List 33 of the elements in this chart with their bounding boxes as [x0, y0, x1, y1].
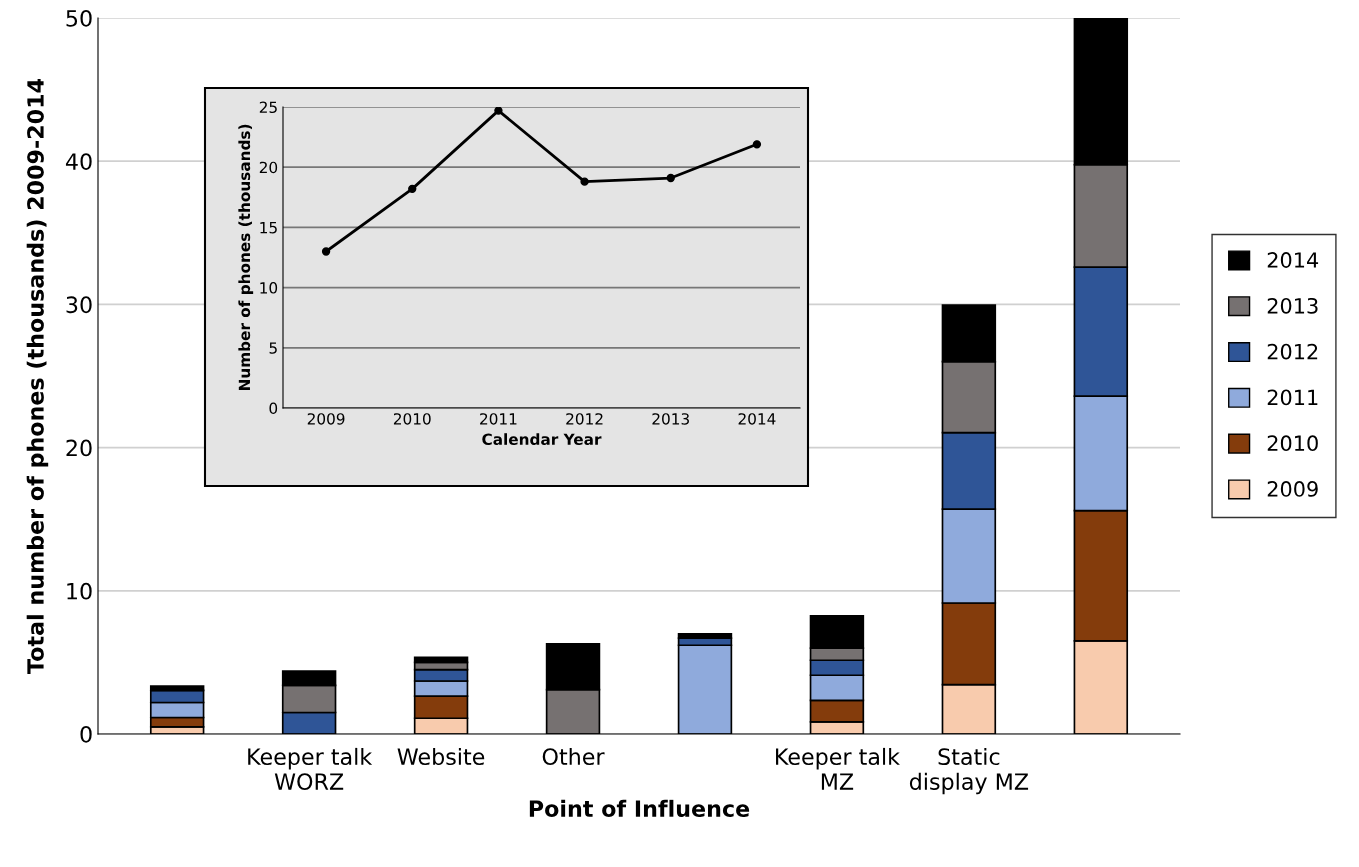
y-tick-label: 20: [66, 439, 92, 457]
x-tick-label: 2012: [566, 413, 603, 425]
y-tick-label: 50: [66, 9, 92, 27]
y-tick-label: 40: [65, 153, 92, 170]
y-tick-label: 10: [260, 282, 278, 294]
legend-label: 2013: [1267, 297, 1318, 314]
x-axis-title: Point of Influence: [529, 799, 750, 818]
legend-label: 2011: [1267, 389, 1318, 406]
legend-label: 2014: [1267, 252, 1319, 268]
x-tick-label: Keeper talk WORZ: [248, 747, 373, 790]
x-tick-label: Static display MZ: [909, 747, 1029, 795]
x-tick-label: 2011: [480, 413, 517, 425]
y-tick-label: 0: [269, 402, 278, 415]
legend-label: 2009: [1267, 481, 1318, 497]
x-tick-label: Keeper talk MZ: [776, 747, 900, 790]
x-tick-label: 2014: [738, 413, 776, 425]
x-tick-label: 2009: [307, 413, 345, 425]
x-tick-label: 2013: [652, 413, 689, 425]
x-axis-title: Calendar Year: [482, 433, 602, 446]
y-tick-label: 5: [269, 342, 277, 354]
y-tick-label: 30: [66, 296, 92, 314]
y-tick-label: 15: [260, 222, 277, 234]
y-tick-label: 0: [80, 725, 92, 743]
y-tick-label: 25: [259, 101, 277, 114]
y-tick-label: 20: [259, 161, 278, 174]
legend-label: 2010: [1267, 435, 1318, 452]
y-axis-title: Total number of phones (thousands) 2009-2014: [26, 78, 49, 674]
x-tick-label: Other: [542, 747, 605, 766]
x-tick-label: 2010: [393, 413, 431, 425]
y-tick-label: 10: [67, 582, 92, 600]
y-axis-title: Number of phones (thousands): [238, 124, 254, 391]
x-tick-label: Website: [397, 747, 485, 766]
legend-label: 2012: [1267, 343, 1318, 360]
